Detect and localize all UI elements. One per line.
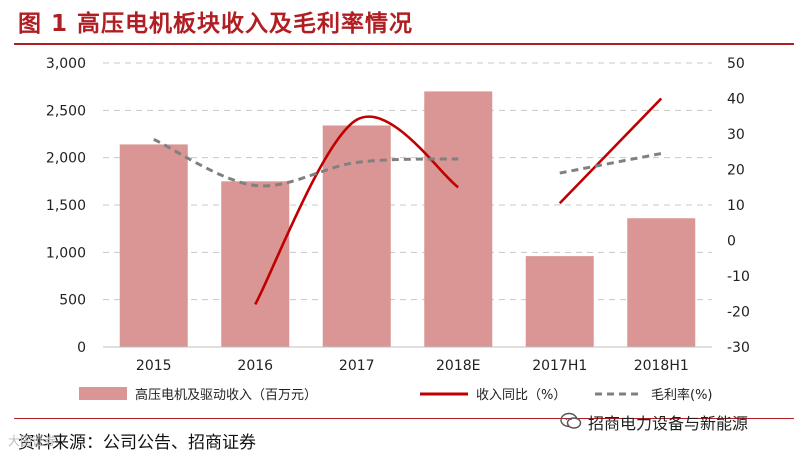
x-tick-label: 2017 xyxy=(339,358,375,374)
y-right-tick-label: 30 xyxy=(727,127,745,143)
margin-line xyxy=(559,152,662,175)
x-tick-label: 2015 xyxy=(136,358,172,374)
legend: 高压电机及驱动收入（百万元） 收入同比（%） 毛利率(%) xyxy=(79,387,713,403)
legend-label: 高压电机及驱动收入（百万元） xyxy=(135,387,317,403)
watermark: 大国证券 xyxy=(8,434,57,448)
bars xyxy=(119,91,696,348)
y-left-tick-label: 2,000 xyxy=(46,151,86,167)
y-left-tick-label: 3,000 xyxy=(46,56,86,72)
grid-lines xyxy=(103,62,712,301)
y-right-tick-label: 10 xyxy=(727,198,745,214)
y-right-tick-label: 40 xyxy=(727,92,745,108)
y-right-tick-label: 50 xyxy=(727,56,745,72)
x-tick-label: 2016 xyxy=(237,358,273,374)
y-axis-right: -30 -20 -10 0 10 20 30 40 50 xyxy=(727,56,750,356)
legend-label: 收入同比（%） xyxy=(476,388,566,403)
source-rule xyxy=(14,418,794,419)
legend-swatch-bar xyxy=(79,387,127,400)
figure-title: 图 1 高压电机板块收入及毛利率情况 xyxy=(18,11,414,37)
bar-2016 xyxy=(221,181,290,347)
x-tick-label: 2018E xyxy=(436,358,480,374)
bar-2017H1 xyxy=(525,256,594,347)
y-axis-left: 0 500 1,000 1,500 2,000 2,500 3,000 xyxy=(46,56,86,356)
bar-2018E xyxy=(424,91,493,348)
bar-2018H1 xyxy=(627,218,696,347)
y-left-tick-label: 0 xyxy=(77,340,86,356)
y-left-tick-label: 500 xyxy=(59,293,86,309)
margin-line xyxy=(153,137,459,188)
y-right-tick-label: -20 xyxy=(727,305,750,321)
brand-name: 招商电力设备与新能源 xyxy=(588,414,749,433)
title-rule xyxy=(14,43,794,45)
x-axis: 2015 2016 2017 2018E 2017H1 2018H1 xyxy=(103,346,712,374)
y-right-tick-label: -10 xyxy=(727,269,750,285)
source-note: 资料来源：公司公告、招商证券 xyxy=(18,433,256,453)
y-right-tick-label: 20 xyxy=(727,163,745,179)
bar-2015 xyxy=(119,144,188,347)
growth-line xyxy=(558,97,663,205)
y-right-tick-label: 0 xyxy=(727,234,736,250)
y-left-tick-label: 2,500 xyxy=(46,103,86,119)
series-lines xyxy=(153,97,663,306)
wechat-logo-icon xyxy=(560,412,582,429)
legend-label: 毛利率(%) xyxy=(651,387,713,403)
x-tick-label: 2018H1 xyxy=(634,358,689,374)
y-right-tick-label: -30 xyxy=(727,340,750,356)
x-tick-label: 2017H1 xyxy=(532,358,587,374)
y-left-tick-label: 1,000 xyxy=(46,245,86,261)
bar-2017 xyxy=(322,125,391,347)
y-left-tick-label: 1,500 xyxy=(46,198,86,214)
